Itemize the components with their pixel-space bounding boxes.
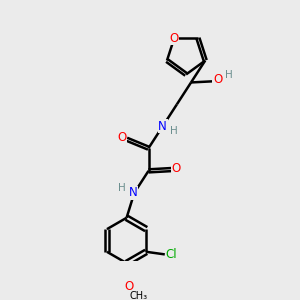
Text: O: O [169, 32, 179, 45]
Text: N: N [129, 186, 137, 199]
Text: N: N [158, 120, 167, 133]
Text: O: O [213, 74, 222, 86]
Text: CH₃: CH₃ [129, 291, 147, 300]
Text: O: O [171, 162, 180, 175]
Text: H: H [169, 126, 177, 136]
Text: O: O [124, 280, 134, 293]
Text: H: H [225, 70, 233, 80]
Text: H: H [118, 183, 126, 193]
Text: O: O [117, 131, 127, 144]
Text: Cl: Cl [165, 248, 177, 261]
